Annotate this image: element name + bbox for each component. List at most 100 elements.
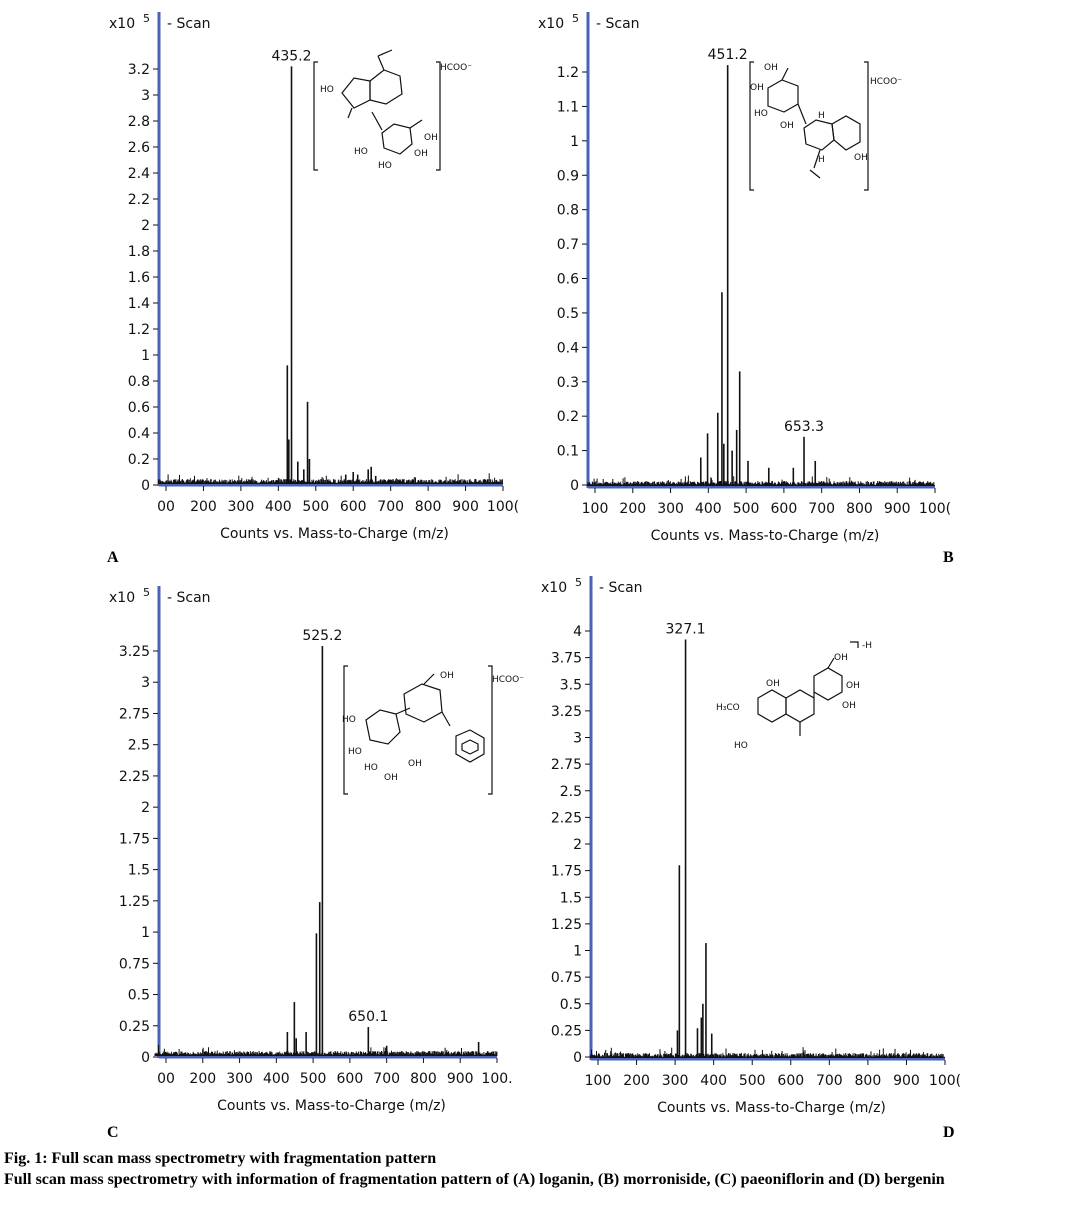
x-tick-label: 500: [739, 1073, 766, 1089]
y-exponent-superscript: 5: [572, 12, 579, 25]
y-tick-label: 2.25: [551, 810, 582, 826]
bergenin-label-0: OH: [834, 653, 848, 663]
x-tick-label: 600: [340, 499, 367, 515]
x-tick-label: 800: [846, 501, 873, 517]
x-tick-label: 900: [884, 501, 911, 517]
loganin-label-3: OH: [414, 149, 428, 159]
legend-scan: - Scan: [167, 590, 211, 606]
y-tick-label: 3.2: [128, 62, 150, 78]
y-tick-label: 1.8: [128, 244, 150, 260]
x-tick-label: 600: [771, 501, 798, 517]
y-tick-label: 0.9: [557, 168, 579, 184]
y-tick-label: 0.2: [557, 409, 579, 425]
y-tick-label: 1: [141, 348, 150, 364]
y-tick-label: 1.25: [119, 894, 150, 910]
x-tick-label: 800: [855, 1073, 882, 1089]
x-tick-label: 200: [189, 1071, 216, 1087]
y-tick-label: 2.2: [128, 192, 150, 208]
panel-label-a: A: [107, 549, 119, 566]
y-tick-label: 2.75: [119, 706, 150, 722]
y-tick-label: 3.25: [551, 704, 582, 720]
bergenin-label-3: OH: [766, 679, 780, 689]
y-tick-label: 2: [141, 800, 150, 816]
morroniside-label-6: OH: [854, 153, 868, 163]
x-tick-label: 900: [893, 1073, 920, 1089]
y-tick-label: 0.6: [128, 400, 150, 416]
x-tick-label: 200: [619, 501, 646, 517]
y-tick-label: 1.25: [551, 917, 582, 933]
x-tick-label: 00: [157, 1071, 175, 1087]
x-tick-label: 700: [373, 1071, 400, 1087]
panel-label-c: C: [107, 1124, 119, 1141]
paeoniflorin-structure-drawing: OH HO HO HO OH OH HCOO⁻: [342, 665, 524, 795]
peak-label: 653.3: [784, 419, 824, 435]
x-axis-title: Counts vs. Mass-to-Charge (m/z): [651, 528, 880, 544]
peak-label: 435.2: [271, 48, 311, 64]
bergenin-label-6: -H: [862, 641, 872, 651]
y-tick-label: 3: [141, 675, 150, 691]
paeoniflorin-label-5: OH: [408, 759, 422, 769]
morroniside-label-0: OH: [764, 63, 778, 73]
y-tick-label: 0.7: [557, 237, 579, 253]
peak-label: 451.2: [708, 47, 748, 63]
x-tick-label: 800: [410, 1071, 437, 1087]
legend-scan: - Scan: [596, 16, 640, 32]
y-exponent-label: x10: [109, 16, 135, 32]
x-axis-title: Counts vs. Mass-to-Charge (m/z): [220, 526, 449, 542]
x-tick-label: 300: [226, 1071, 253, 1087]
x-tick-label: 300: [662, 1073, 689, 1089]
spectrum-panel-a: x10 5 - Scan 0 0.2 0.4 0.6 0.8 1 1.2 1.4 1.6 1.8 2 2.2…: [109, 12, 519, 542]
x-tick-label: 500: [302, 499, 329, 515]
x-tick-label: 300: [657, 501, 684, 517]
y-tick-label: 2.5: [560, 784, 582, 800]
y-tick-label: 0.6: [557, 272, 579, 288]
y-tick-label: 3.5: [560, 677, 582, 693]
paeoniflorin-label-1: HO: [342, 715, 356, 725]
x-tick-label: 400: [263, 1071, 290, 1087]
bergenin-label-5: HO: [734, 741, 748, 751]
y-tick-label: 1.4: [128, 296, 150, 312]
bergenin-label-1: OH: [846, 681, 860, 691]
x-tick-label: 800: [415, 499, 442, 515]
x-tick-label: 400: [265, 499, 292, 515]
y-tick-label: 2: [573, 837, 582, 853]
paeoniflorin-structure: OH HO HO HO OH OH HCOO⁻: [338, 660, 533, 805]
x-tick-label: 400: [700, 1073, 727, 1089]
morroniside-label-3: OH: [780, 121, 794, 131]
y-tick-label: 0.8: [557, 203, 579, 219]
loganin-label-2: HO: [378, 161, 392, 171]
x-tick-label: 100(: [487, 499, 519, 515]
x-tick-label: 100: [585, 1073, 612, 1089]
spectrum-panel-b: x10 5 - Scan 0 0.1 0.2 0.3 0.4 0.5 0.6 0.7 0.8 0.9 1 1…: [538, 12, 951, 544]
x-axis-title: Counts vs. Mass-to-Charge (m/z): [657, 1100, 886, 1116]
peak-label: 525.2: [302, 628, 342, 644]
panel-label-d: D: [943, 1124, 955, 1141]
y-tick-label: 0.75: [551, 970, 582, 986]
x-tick-label: 300: [228, 499, 255, 515]
y-tick-label: 0: [570, 478, 579, 494]
x-tick-label: 600: [337, 1071, 364, 1087]
morroniside-label-4: H: [818, 111, 825, 121]
y-exponent-superscript: 5: [575, 576, 582, 589]
paeoniflorin-label-3: HO: [364, 763, 378, 773]
figure-caption: Fig. 1: Full scan mass spectrometry with…: [4, 1148, 1064, 1190]
y-tick-label: 0.5: [560, 997, 582, 1013]
morroniside-structure-drawing: OH OH HO OH H H OH HCOO⁻: [749, 61, 902, 191]
legend-scan: - Scan: [599, 580, 643, 596]
x-tick-label: 200: [623, 1073, 650, 1089]
bergenin-structure: OH OH OH OH H₃CO HO -H: [714, 638, 884, 768]
baseline-noise: [154, 1044, 498, 1056]
y-tick-label: 0.4: [128, 426, 150, 442]
spectrum-panel-c: x10 5 - Scan 0 0.25 0.5 0.75 1 1.25 1.5 1.75 2 2.25 2…: [109, 586, 513, 1114]
x-tick-label: 100(: [929, 1073, 961, 1089]
x-axis-title: Counts vs. Mass-to-Charge (m/z): [217, 1098, 446, 1114]
y-tick-label: 0.8: [128, 374, 150, 390]
y-tick-label: 0.25: [119, 1019, 150, 1035]
loganin-label-5: HCOO⁻: [440, 63, 472, 73]
x-tick-label: 100(: [919, 501, 951, 517]
spectrum-panel-d: x10 5 - Scan 0 0.25 0.5 0.75 1 1.25 1.5 1.75 2 2.25 2…: [541, 576, 961, 1116]
y-tick-label: 0: [141, 478, 150, 494]
peak-label: 327.1: [666, 622, 706, 638]
y-tick-label: 2.8: [128, 114, 150, 130]
y-tick-label: 1.2: [128, 322, 150, 338]
